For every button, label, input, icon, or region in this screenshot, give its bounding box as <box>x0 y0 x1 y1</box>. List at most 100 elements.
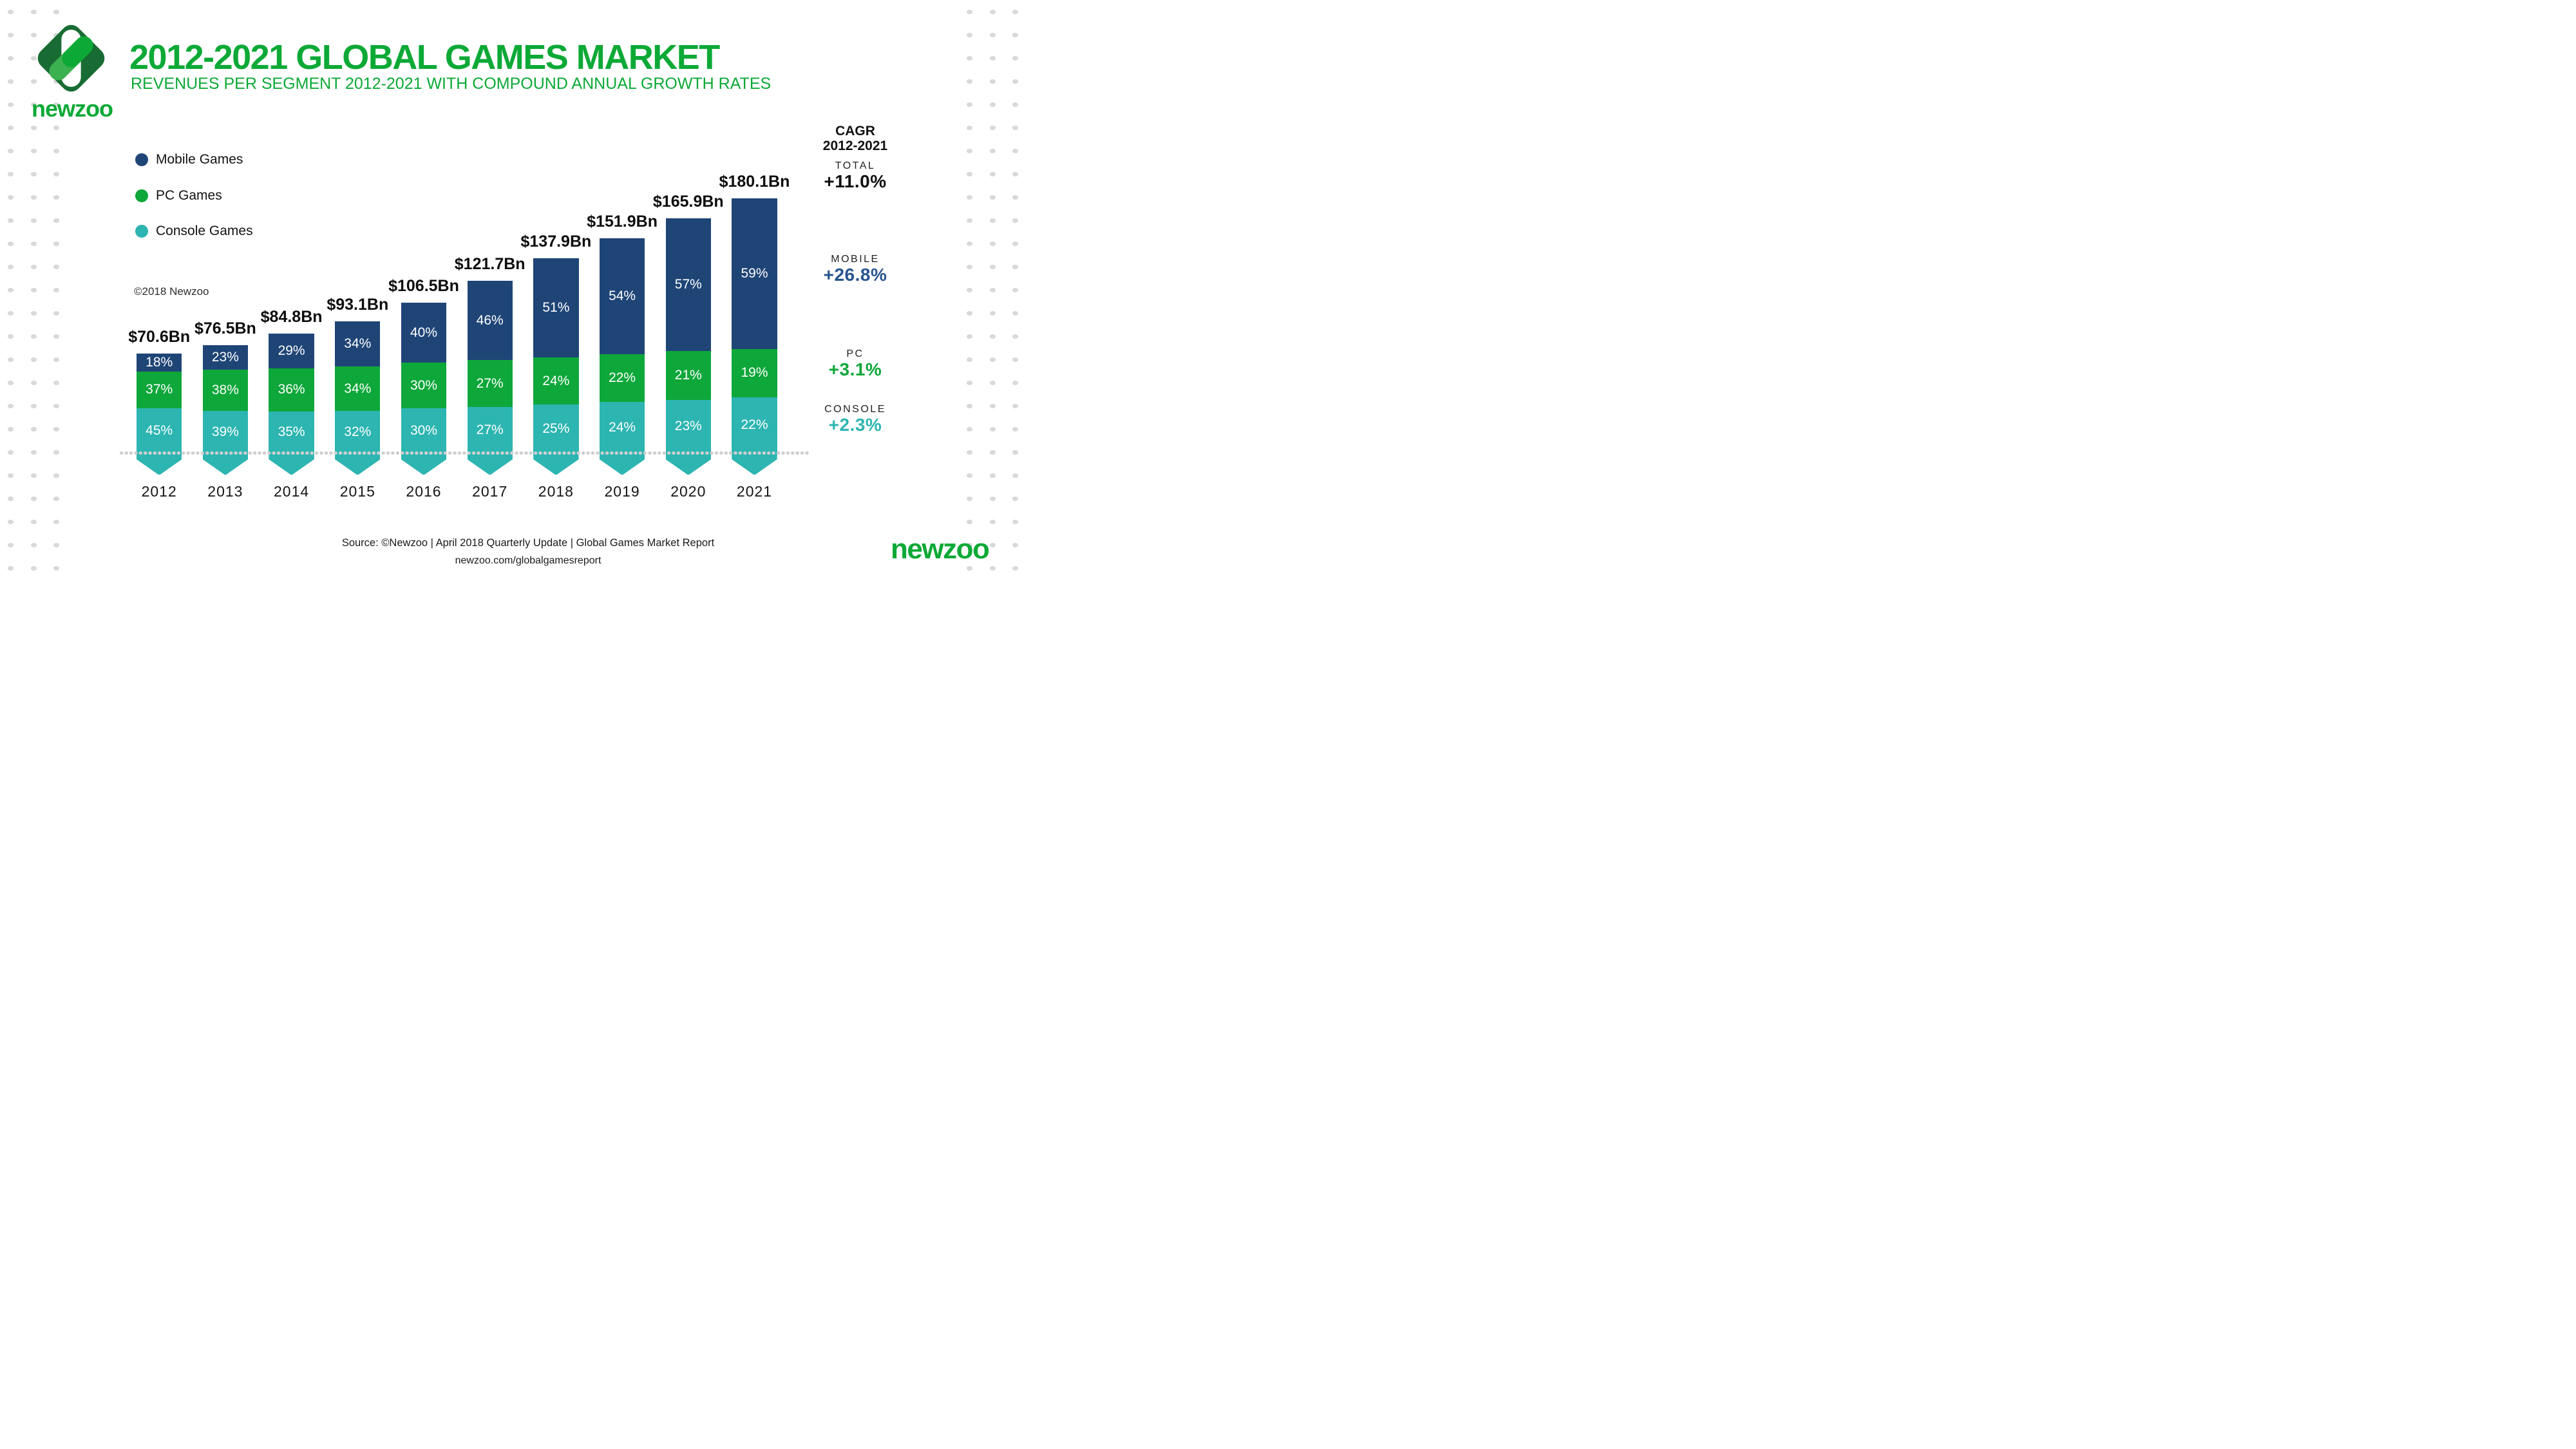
grid-dot <box>967 265 973 269</box>
bar-tip-2018 <box>533 453 579 475</box>
grid-dot <box>53 218 59 223</box>
year-label-2013: 2013 <box>207 483 243 500</box>
grid-dot <box>53 334 59 339</box>
grid-dot <box>1012 126 1019 130</box>
bar-total-label-2019: $151.9Bn <box>587 212 658 231</box>
legend-color-dot <box>135 153 148 166</box>
grid-dot <box>53 473 59 478</box>
chart-area: 18% 37% 45% $70.6Bn 2012 23% 38% 39% $76.5Bn 2013… <box>0 0 1030 580</box>
grid-dot <box>8 242 14 246</box>
bar-segment-mobile-games: 51% <box>533 258 579 358</box>
grid-dot <box>989 265 996 269</box>
grid-dot <box>8 265 14 269</box>
grid-dot <box>967 497 973 501</box>
bar-segment-mobile-games: 57% <box>665 218 711 352</box>
cagr-label-total: TOTAL <box>835 160 876 171</box>
grid-dot <box>8 543 14 547</box>
copyright-note: ©2018 Newzoo <box>134 285 209 298</box>
bar-segment-mobile-games: 54% <box>599 238 645 355</box>
grid-dot <box>31 543 37 547</box>
grid-dot <box>1012 10 1019 14</box>
grid-dot <box>53 79 59 84</box>
legend-item-mobile-games: Mobile Games <box>135 152 243 167</box>
year-label-2020: 2020 <box>670 483 706 500</box>
grid-dot <box>989 79 996 84</box>
grid-dot <box>989 473 996 478</box>
grid-dot <box>8 381 14 385</box>
grid-dot <box>53 520 59 524</box>
bar-tip-2019 <box>599 453 645 475</box>
grid-dot <box>1012 56 1019 61</box>
grid-dot <box>989 497 996 501</box>
grid-dot <box>8 520 14 524</box>
grid-dot <box>31 566 37 571</box>
brand-wordmark-bottom: newzoo <box>891 533 990 565</box>
year-label-2018: 2018 <box>538 483 574 500</box>
grid-dot <box>967 288 973 292</box>
year-label-2014: 2014 <box>274 483 310 500</box>
bar-segment-pc-games: 19% <box>732 348 777 397</box>
year-label-2012: 2012 <box>141 483 177 500</box>
cagr-heading-line2: 2012-2021 <box>822 138 888 153</box>
grid-dot <box>1012 195 1019 200</box>
segment-percent-label: 37% <box>146 382 173 397</box>
legend-label: Console Games <box>156 223 253 238</box>
segment-percent-label: 23% <box>211 350 239 365</box>
grid-dot <box>8 566 14 571</box>
bar-segment-console-games: 39% <box>202 411 249 453</box>
grid-dot <box>53 311 59 316</box>
grid-dot <box>967 334 973 339</box>
bar-total-label-2013: $76.5Bn <box>194 319 256 337</box>
grid-dot <box>989 520 996 524</box>
bar-segment-pc-games: 27% <box>467 360 513 407</box>
cagr-label-mobile: MOBILE <box>831 254 880 265</box>
segment-percent-label: 27% <box>476 422 504 437</box>
grid-dot <box>8 288 14 292</box>
bar-segment-console-games: 35% <box>269 411 314 453</box>
grid-dot <box>53 450 59 455</box>
bar-tip-2016 <box>401 453 447 475</box>
segment-percent-label: 34% <box>344 381 372 396</box>
grid-dot <box>8 427 14 431</box>
grid-dot <box>1012 149 1019 153</box>
grid-dot <box>989 566 996 571</box>
grid-dot <box>53 357 59 362</box>
grid-dot <box>8 450 14 455</box>
cagr-heading-line1: CAGR <box>835 124 875 138</box>
segment-percent-label: 23% <box>674 419 702 434</box>
grid-dot <box>989 334 996 339</box>
cagr-value-total: +11.0% <box>824 171 887 191</box>
bar-segment-mobile-games: 29% <box>269 333 314 368</box>
grid-dot <box>53 381 59 385</box>
footer-source-text: Source: ©Newzoo | April 2018 Quarterly U… <box>341 537 715 549</box>
grid-dot <box>8 33 14 37</box>
grid-dot <box>53 126 59 130</box>
grid-dot <box>967 149 973 153</box>
bar-total-label-2014: $84.8Bn <box>260 307 323 326</box>
segment-percent-label: 22% <box>609 370 636 386</box>
grid-dot <box>967 427 973 431</box>
legend-color-dot <box>135 189 148 202</box>
bar-total-label-2012: $70.6Bn <box>128 327 191 346</box>
bar-2014: 29% 36% 35% <box>269 333 314 453</box>
segment-percent-label: 45% <box>146 423 173 439</box>
cagr-label-console: CONSOLE <box>824 404 886 415</box>
grid-dot <box>1012 218 1019 223</box>
grid-dot <box>53 404 59 408</box>
grid-dot <box>8 126 14 130</box>
segment-percent-label: 24% <box>609 419 636 435</box>
bar-segment-console-games: 23% <box>665 399 711 453</box>
year-label-2016: 2016 <box>406 483 442 500</box>
grid-dot <box>967 126 973 130</box>
bar-segment-console-games: 22% <box>732 397 777 453</box>
segment-percent-label: 18% <box>146 354 173 370</box>
grid-dot <box>31 311 37 316</box>
grid-dot <box>31 126 37 130</box>
grid-dot <box>967 10 973 14</box>
bar-2018: 51% 24% 25% <box>533 258 579 453</box>
grid-dot <box>8 497 14 501</box>
bar-2012: 18% 37% 45% <box>137 353 182 453</box>
grid-dot <box>989 543 996 547</box>
grid-dot <box>53 497 59 501</box>
grid-dot <box>53 149 59 153</box>
